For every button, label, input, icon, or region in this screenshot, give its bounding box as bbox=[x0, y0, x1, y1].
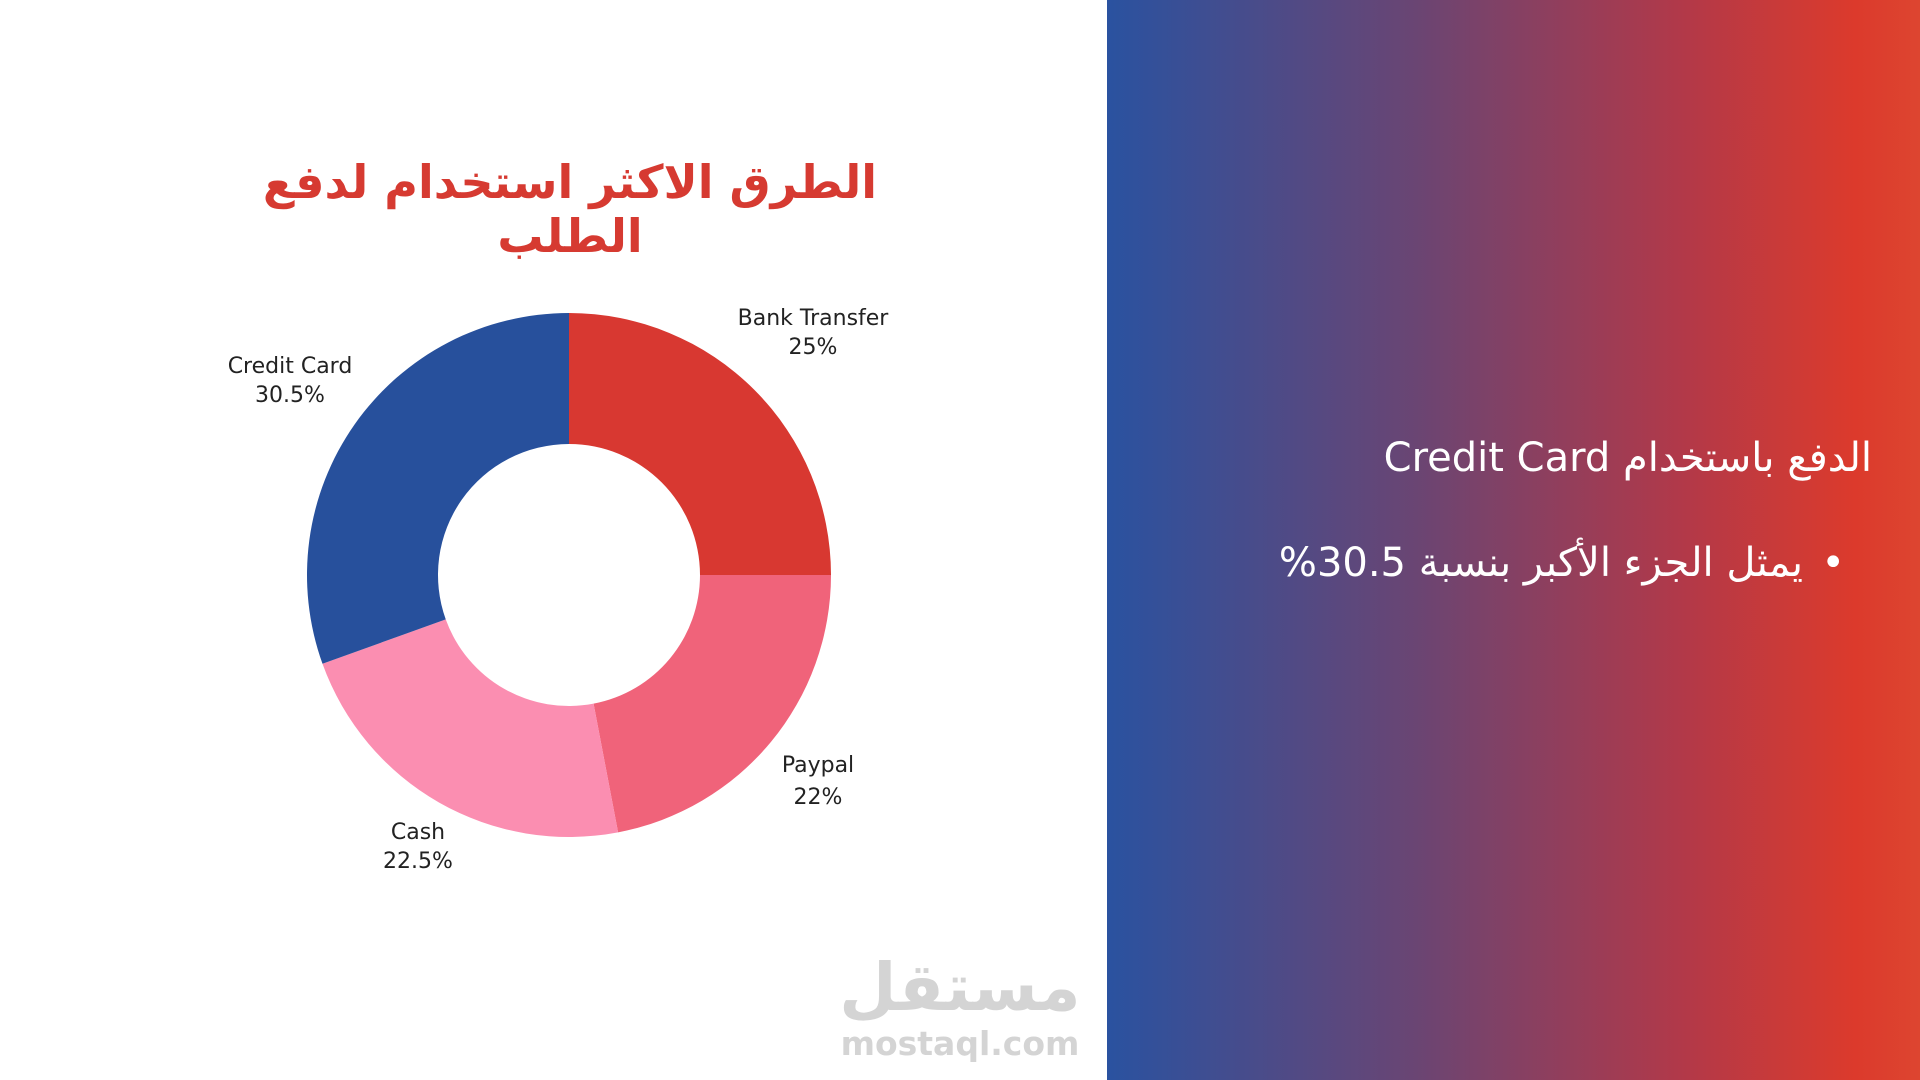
donut-chart bbox=[306, 312, 831, 837]
chart-panel: الطرق الاكثر استخدام لدفع الطلب Bank Tra… bbox=[170, 155, 1085, 1062]
slice-label-name: Cash bbox=[390, 820, 446, 845]
slice-label-name: Bank Transfer bbox=[737, 306, 889, 331]
slice-label-value: 25% bbox=[788, 335, 838, 360]
watermark-latin: mostaql.com bbox=[840, 1024, 1080, 1063]
insight-bullet-item: • يمثل الجزء الأكبر بنسبة 30.5% bbox=[1145, 540, 1845, 586]
insight-panel: الدفع باستخدام Credit Card • يمثل الجزء … bbox=[1107, 0, 1920, 1080]
slice-label-value: 22.5% bbox=[383, 849, 453, 874]
bullet-icon: • bbox=[1821, 540, 1845, 586]
donut-slice-cash bbox=[322, 619, 619, 837]
slice-label-paypal: Paypal 22% bbox=[698, 751, 938, 812]
slice-label-value: 30.5% bbox=[255, 383, 325, 408]
insight-heading: الدفع باستخدام Credit Card bbox=[1383, 435, 1872, 481]
insight-bullet-text: يمثل الجزء الأكبر بنسبة 30.5% bbox=[1278, 540, 1803, 586]
slice-label-bank-transfer: Bank Transfer 25% bbox=[693, 304, 933, 362]
donut-slice-credit-card bbox=[306, 312, 569, 664]
slice-label-cash: Cash 22.5% bbox=[298, 818, 538, 876]
slice-label-name: Credit Card bbox=[227, 354, 353, 379]
slice-label-value: 22% bbox=[793, 785, 843, 810]
slice-label-credit-card: Credit Card 30.5% bbox=[170, 352, 410, 410]
watermark-arabic: مستقل bbox=[839, 949, 1081, 1026]
slice-label-name: Paypal bbox=[781, 753, 855, 778]
donut-slice-bank-transfer bbox=[569, 313, 831, 575]
insight-list: • يمثل الجزء الأكبر بنسبة 30.5% bbox=[1145, 540, 1845, 586]
donut-slice-paypal bbox=[593, 575, 831, 833]
watermark-logo: مستقل mostaql.com bbox=[835, 950, 1085, 1062]
chart-title: الطرق الاكثر استخدام لدفع الطلب bbox=[262, 155, 878, 263]
